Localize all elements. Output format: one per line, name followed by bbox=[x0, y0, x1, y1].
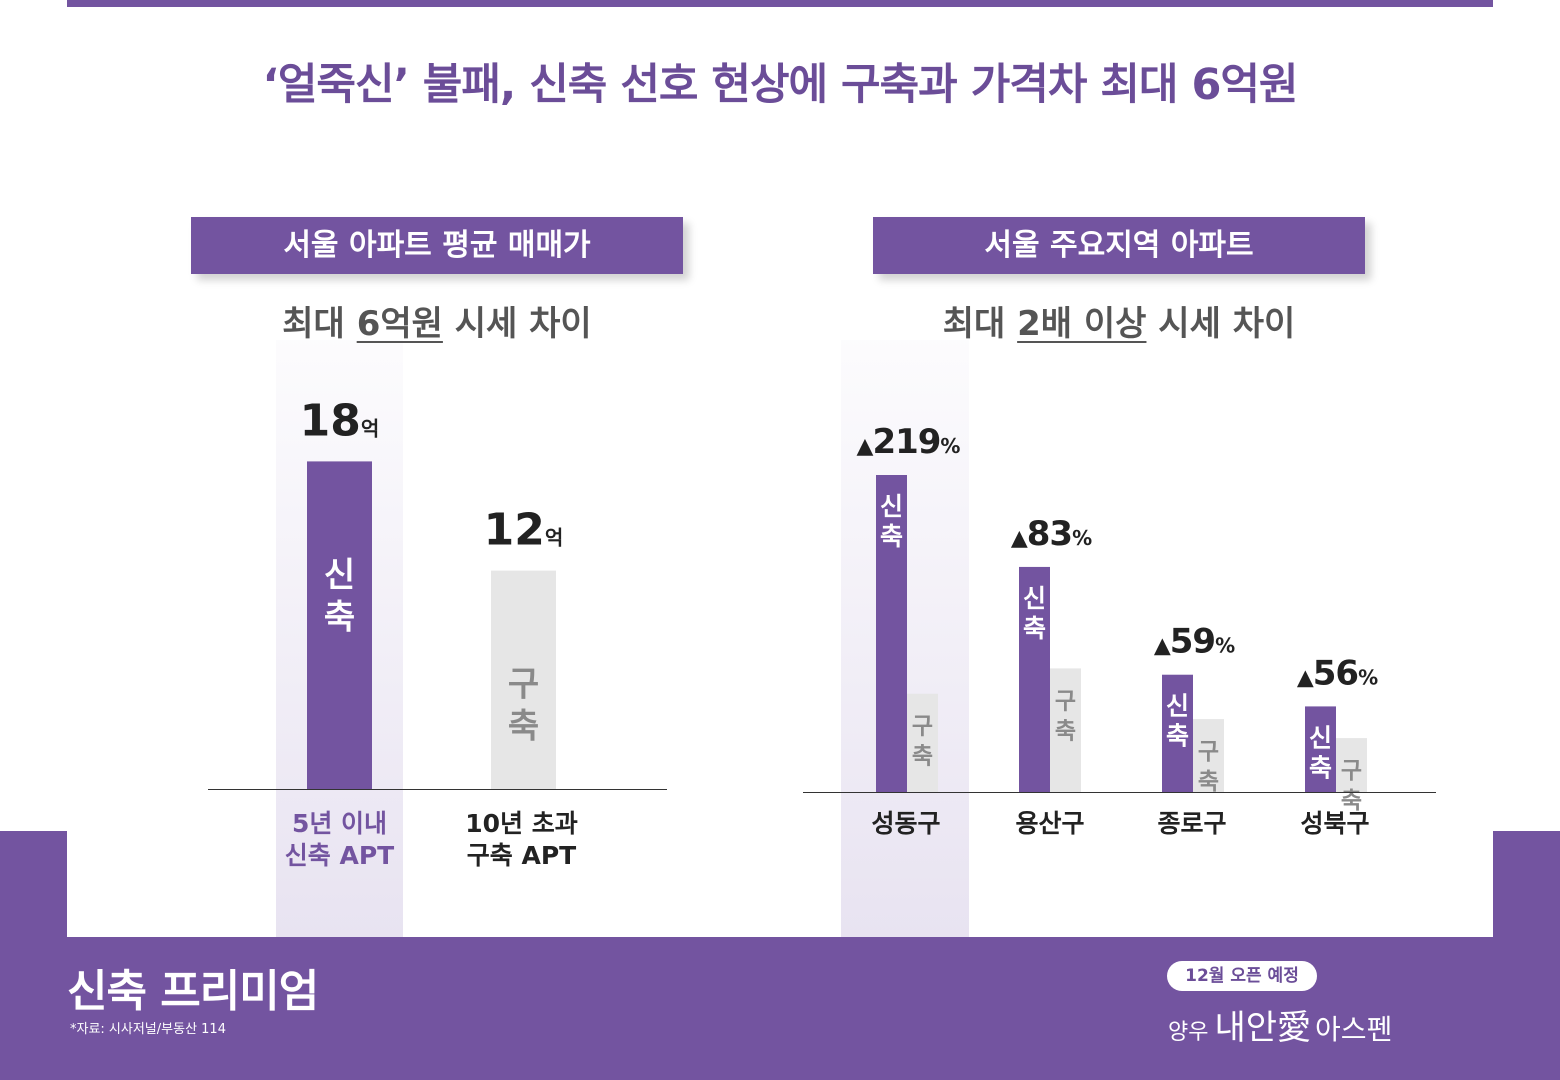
district-old-bar-1 bbox=[907, 693, 938, 792]
district-pct-label-3: ▲59% bbox=[1154, 622, 1235, 662]
open-badge: 12월 오픈 예정 bbox=[1167, 961, 1317, 991]
district-old-bar-4 bbox=[1336, 738, 1367, 792]
district-label-jongno: 종로구 bbox=[1157, 809, 1227, 838]
left-category-label-1: 5년 이내 신축 APT bbox=[256, 808, 423, 872]
district-new-bar-2 bbox=[1019, 566, 1050, 792]
district-label-seongdong: 성동구 bbox=[871, 809, 941, 838]
district-pct-label-1: ▲219% bbox=[857, 422, 961, 462]
left-subhead-emphasis: 6억원 bbox=[356, 304, 443, 344]
right-subhead-emphasis: 2배 이상 bbox=[1017, 304, 1147, 344]
left-panel-tag: 서울 아파트 평균 매매가 bbox=[191, 217, 683, 274]
left-category-2-line1: 10년 초과 bbox=[465, 809, 578, 838]
district-pct-label-4: ▲56% bbox=[1297, 653, 1378, 693]
district-pct-label-2: ▲83% bbox=[1011, 514, 1092, 554]
left-category-1-line2: 신축 APT bbox=[284, 841, 395, 870]
district-old-bar-2 bbox=[1050, 668, 1081, 792]
brand-part-c: 아스펜 bbox=[1315, 1013, 1393, 1046]
left-value-label-1: 18억 bbox=[300, 395, 380, 446]
district-label-seongbuk: 성북구 bbox=[1300, 809, 1370, 838]
footer-title: 신축 프리미엄 bbox=[67, 966, 319, 1017]
top-rule bbox=[67, 0, 1493, 7]
district-new-bar-1 bbox=[876, 475, 907, 792]
right-subhead: 최대 2배 이상 시세 차이 bbox=[873, 296, 1365, 345]
right-chart-baseline bbox=[803, 792, 1436, 793]
district-new-bar-3 bbox=[1162, 674, 1193, 792]
district-old-bar-3 bbox=[1193, 719, 1224, 792]
headline: ‘얼죽신’ 불패, 신축 선호 현상에 구축과 가격차 최대 6억원 bbox=[262, 60, 1298, 110]
brand-part-a: 양우 bbox=[1168, 1020, 1209, 1045]
district-new-bar-4 bbox=[1305, 706, 1336, 792]
left-subhead: 최대 6억원 시세 차이 bbox=[191, 296, 683, 345]
left-bar-2 bbox=[491, 570, 556, 789]
left-category-2-line2: 구축 APT bbox=[466, 841, 577, 870]
brand-part-b: 내안愛 bbox=[1214, 1008, 1312, 1048]
right-subhead-post: 시세 차이 bbox=[1146, 304, 1296, 344]
left-subhead-pre: 최대 bbox=[282, 304, 357, 344]
district-label-yongsan: 용산구 bbox=[1015, 809, 1085, 838]
left-subhead-post: 시세 차이 bbox=[442, 304, 592, 344]
left-category-label-2: 10년 초과 구축 APT bbox=[438, 808, 605, 872]
brand-logo: 양우 내안愛 아스펜 bbox=[1168, 1000, 1392, 1049]
right-panel-tag: 서울 주요지역 아파트 bbox=[873, 217, 1365, 274]
left-chart-baseline bbox=[208, 789, 667, 790]
source-note: *자료: 시사저널/부동산 114 bbox=[70, 1022, 226, 1037]
right-subhead-pre: 최대 bbox=[942, 304, 1018, 344]
left-bar-1 bbox=[307, 461, 372, 789]
left-value-label-2: 12억 bbox=[484, 505, 564, 556]
left-category-1-line1: 5년 이내 bbox=[291, 809, 388, 838]
